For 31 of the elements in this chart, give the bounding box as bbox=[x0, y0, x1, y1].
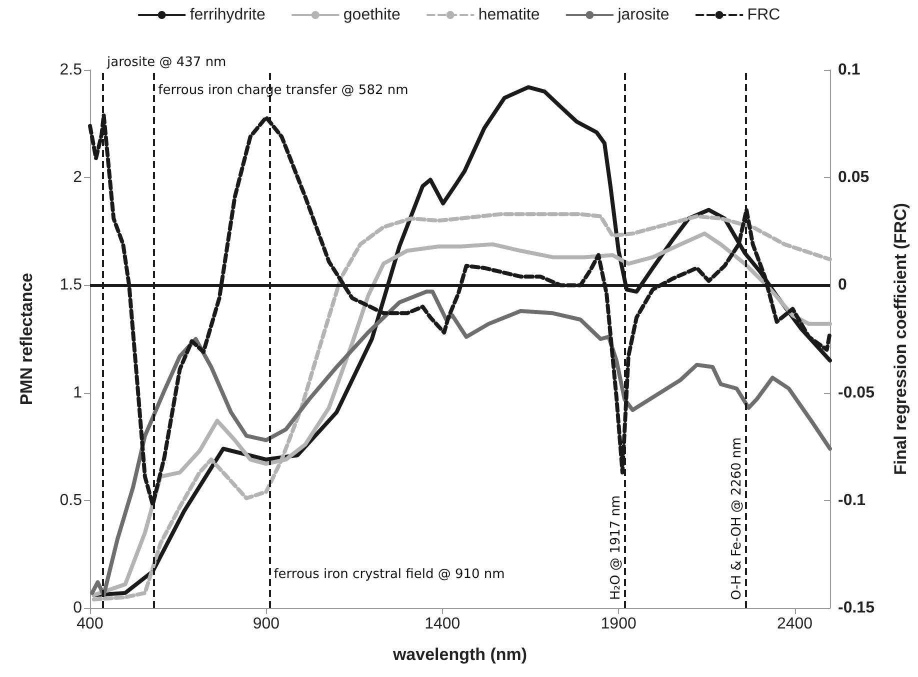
legend-label: goethite bbox=[343, 6, 400, 24]
legend-label: hematite bbox=[478, 6, 540, 24]
line-series bbox=[90, 290, 832, 598]
y2-tick-label: 0.1 bbox=[838, 62, 860, 78]
y-tick-label: 2 bbox=[73, 169, 82, 186]
y2-tick-label: 0 bbox=[838, 276, 847, 294]
y-tick-label: 0 bbox=[73, 600, 82, 616]
y-tick-label: 0.5 bbox=[60, 492, 82, 509]
legend-label: jarosite bbox=[616, 6, 670, 24]
x-tick-label: 1400 bbox=[424, 616, 460, 632]
ref-line-label: jarosite @ 437 nm bbox=[106, 55, 226, 70]
y2-tick-label: -0.15 bbox=[838, 600, 875, 616]
ref-line-label: ferrous iron charge transfer @ 582 nm bbox=[158, 83, 408, 98]
y-tick-label: 2.5 bbox=[60, 62, 82, 78]
y-tick-label: 1 bbox=[73, 384, 82, 402]
x-tick-label: 400 bbox=[76, 616, 104, 632]
y2-axis-title: Final regression coefficient (FRC) bbox=[891, 202, 910, 476]
x-tick-label: 2400 bbox=[776, 616, 813, 632]
y-axis-title: PMN reflectance bbox=[17, 272, 36, 406]
ref-line-label: ferrous iron crystral field @ 910 nm bbox=[274, 567, 505, 582]
ref-line-label: O-H & Fe-OH @ 2260 nm bbox=[729, 437, 744, 600]
ref-line-label: H₂O @ 1917 nm bbox=[608, 495, 624, 600]
x-tick-label: 900 bbox=[252, 616, 280, 632]
x-tick-label: 1900 bbox=[600, 616, 636, 632]
legend-label: ferrihydrite bbox=[190, 6, 266, 24]
y-tick-label: 1.5 bbox=[60, 276, 82, 294]
x-axis-title: wavelength (nm) bbox=[392, 645, 528, 664]
y2-tick-label: 0.05 bbox=[838, 169, 870, 186]
y2-tick-label: -0.1 bbox=[838, 492, 866, 509]
y2-tick-label: -0.05 bbox=[838, 384, 875, 402]
legend-label: FRC bbox=[747, 6, 780, 24]
